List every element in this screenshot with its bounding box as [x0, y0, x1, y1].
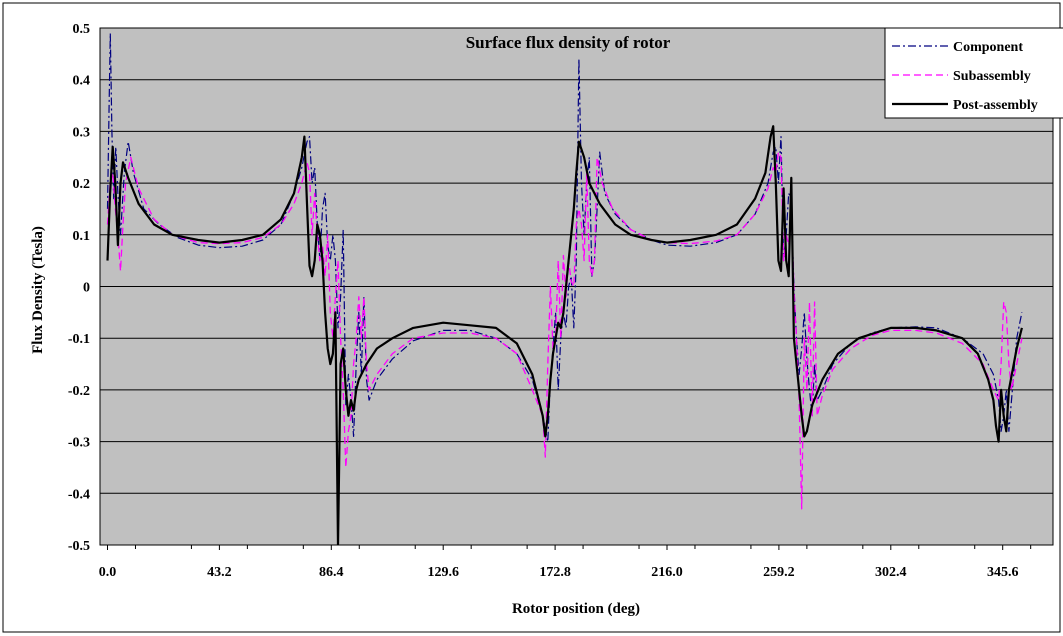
x-tick-label: 259.2 — [763, 565, 795, 580]
y-tick-label: -0.4 — [68, 487, 90, 502]
chart-title: Surface flux density of rotor — [466, 33, 671, 52]
y-tick-label: 0 — [83, 281, 90, 296]
y-tick-label: -0.5 — [68, 539, 90, 554]
y-axis-label: Flux Density (Tesla) — [30, 226, 46, 354]
legend-label-subassembly: Subassembly — [953, 69, 1031, 84]
y-tick-label: 0.5 — [73, 22, 91, 37]
y-tick-label: -0.1 — [68, 332, 90, 347]
x-tick-label: 0.0 — [99, 565, 117, 580]
x-tick-label: 345.6 — [987, 565, 1019, 580]
series-line-post-assembly — [106, 125, 1023, 545]
x-tick-label: 172.8 — [539, 565, 571, 580]
x-tick-label: 216.0 — [651, 565, 683, 580]
legend: Component Subassembly Post-assembly — [884, 27, 1063, 119]
x-tick-label: 43.2 — [207, 565, 232, 580]
x-tick-label: 129.6 — [427, 565, 459, 580]
x-tick-label: 302.4 — [875, 565, 907, 580]
y-tick-label: 0.2 — [73, 177, 91, 192]
y-tick-label: 0.3 — [73, 125, 91, 140]
x-axis-label: Rotor position (deg) — [512, 601, 640, 617]
y-tick-label: -0.2 — [68, 384, 90, 399]
x-tick-label: 86.4 — [319, 565, 344, 580]
y-tick-label: 0.4 — [73, 74, 91, 89]
series-line-subassembly — [106, 151, 1023, 510]
legend-label-component: Component — [953, 40, 1023, 55]
legend-label-post-assembly: Post-assembly — [953, 98, 1038, 113]
y-tick-label: -0.3 — [68, 436, 90, 451]
x-tick-labels: 0.0 43.2 86.4 129.6 172.8 216.0 259.2 302.4 345.… — [99, 545, 1032, 580]
y-tick-labels: 0.5 0.4 0.3 0.2 0.1 0 -0.1 -0.2 -0.3 -0.4 -0.5 — [68, 22, 90, 554]
series-lines — [106, 32, 1023, 545]
y-tick-label: 0.1 — [73, 229, 91, 244]
